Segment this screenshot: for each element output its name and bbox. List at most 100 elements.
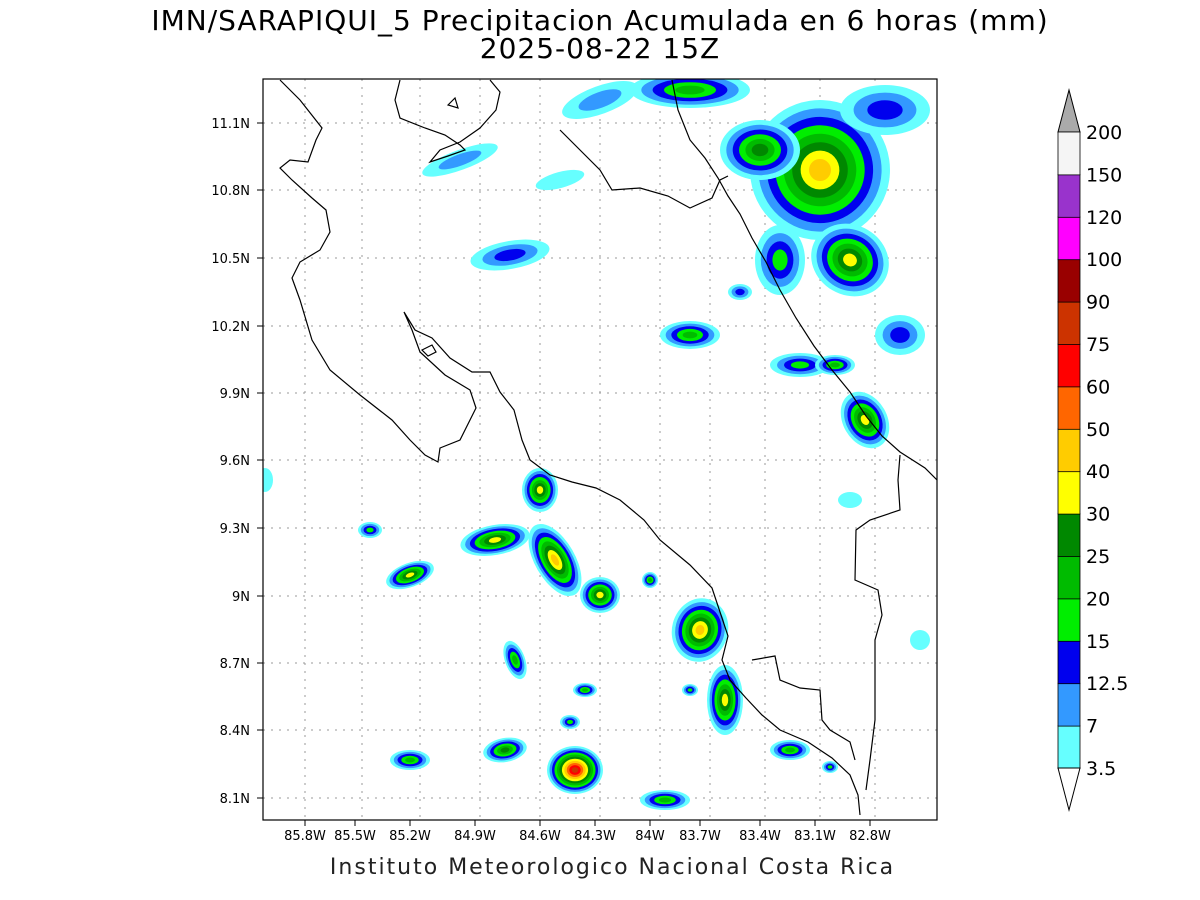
lon-tick-label: 84.9W [454, 829, 496, 844]
colorbar-segment [1057, 428, 1081, 473]
colorbar-label: 90 [1086, 292, 1110, 314]
precip-cell [522, 468, 558, 512]
lat-tick-label: 9.9N [220, 387, 250, 402]
precip-cell [547, 746, 603, 794]
precip-cell [682, 684, 698, 696]
precip-cell [573, 683, 597, 697]
colorbar-label: 3.5 [1086, 758, 1116, 780]
map-subtitle-date: 2025-08-22 15Z [479, 32, 721, 65]
colorbar-label: 15 [1086, 631, 1110, 653]
lon-tick-label: 84.3W [574, 829, 616, 844]
colorbar-label: 30 [1086, 504, 1110, 526]
coastlines [279, 79, 937, 816]
lon-tick-label: 82.8W [849, 829, 891, 844]
colorbar-segment [1057, 216, 1081, 261]
precip-cell [815, 355, 855, 375]
colorbar-label: 60 [1086, 376, 1110, 398]
lat-tick-label: 10.8N [211, 184, 250, 199]
lon-tick-label: 85.2W [389, 829, 431, 844]
longitude-labels: 85.8W 85.5W 85.2W 84.9W 84.6W 84.3W 84W 83.7W 83… [284, 820, 891, 844]
lat-tick-label: 9.3N [220, 522, 250, 537]
nicoya-island [420, 344, 437, 357]
caribbean-coast [671, 79, 937, 481]
osa-peninsula [751, 655, 856, 761]
precip-cell [483, 737, 527, 763]
precip-cell [642, 572, 658, 588]
lat-tick-label: 10.5N [211, 252, 250, 267]
precip-cell [503, 640, 527, 680]
lat-tick-label: 8.1N [220, 792, 250, 807]
colorbar-segment [1057, 258, 1081, 303]
precip-cell [422, 143, 498, 177]
precip-cell [386, 560, 434, 590]
lon-tick-label: 84W [635, 829, 665, 844]
lat-tick-label: 8.7N [220, 657, 250, 672]
colorbar-label: 75 [1086, 334, 1110, 356]
panama-border [854, 454, 901, 791]
colorbar-segment [1057, 301, 1081, 345]
lon-tick-label: 85.8W [284, 829, 326, 844]
precip-cell [660, 321, 720, 349]
latitude-labels: 11.1N 10.8N 10.5N 10.2N 9.9N 9.6N 9.3N 9N 8.7N 8.… [211, 117, 263, 807]
precip-cell [811, 223, 889, 297]
precip-cell [707, 665, 743, 735]
precip-cell [838, 492, 862, 508]
colorbar-label: 25 [1086, 546, 1110, 568]
map-frame [262, 78, 938, 821]
colorbar-under-arrow [1057, 767, 1081, 812]
lon-tick-label: 83.7W [679, 829, 721, 844]
precip-cell [910, 630, 930, 650]
precip-cell [822, 761, 838, 773]
colorbar-segment [1057, 385, 1081, 430]
lat-tick-label: 9.6N [220, 454, 250, 469]
colorbar-label: 120 [1086, 207, 1122, 229]
colorbar-segment [1057, 598, 1081, 642]
precip-cell [460, 524, 530, 556]
precip-cell [470, 239, 550, 271]
precip-cell [528, 523, 582, 597]
colorbar-segment [1057, 513, 1081, 557]
precip-cell [390, 750, 430, 770]
lat-tick-label: 11.1N [211, 117, 250, 132]
precipitation-layer [263, 79, 930, 810]
precip-cell [630, 79, 750, 108]
precip-cell [728, 284, 752, 300]
precip-cell [840, 391, 890, 449]
colorbar-segment [1057, 470, 1081, 515]
colorbar-label: 100 [1086, 249, 1122, 271]
precip-cell [560, 715, 580, 729]
colorbar-over-arrow [1057, 88, 1081, 133]
precip-cell [640, 790, 690, 810]
precip-cell [263, 468, 273, 492]
colorbar-segment [1057, 555, 1081, 600]
map-title: IMN/SARAPIQUI_5 Precipitacion Acumulada … [151, 4, 1049, 37]
colorbar-label: 40 [1086, 461, 1110, 483]
precip-cell [671, 598, 729, 662]
colorbar-label: 12.5 [1086, 673, 1128, 695]
lake-island [446, 96, 459, 109]
colorbar-segment [1057, 343, 1081, 388]
lon-tick-label: 83.1W [794, 829, 836, 844]
precip-cell [755, 225, 805, 295]
colorbar-segment [1057, 640, 1081, 685]
precip-cell [358, 522, 382, 538]
precip-cell [720, 120, 800, 180]
lat-tick-label: 8.4N [220, 724, 250, 739]
colorbar-label: 50 [1086, 419, 1110, 441]
precip-cell [875, 315, 925, 355]
precip-cell [840, 85, 930, 135]
colorbar-label: 150 [1086, 164, 1122, 186]
lat-tick-label: 10.2N [211, 320, 250, 335]
colorbar-segment [1057, 131, 1081, 176]
precip-cell [770, 353, 830, 377]
lon-tick-label: 83.4W [739, 829, 781, 844]
credit-text: Instituto Meteorologico Nacional Costa R… [329, 855, 896, 880]
precip-cell [580, 577, 620, 613]
lon-tick-label: 84.6W [519, 829, 561, 844]
precip-cell [770, 740, 810, 760]
nicaragua-border [559, 129, 729, 209]
colorbar-segment [1057, 725, 1081, 769]
colorbar-segment [1057, 173, 1081, 218]
colorbar-segment [1057, 682, 1081, 727]
